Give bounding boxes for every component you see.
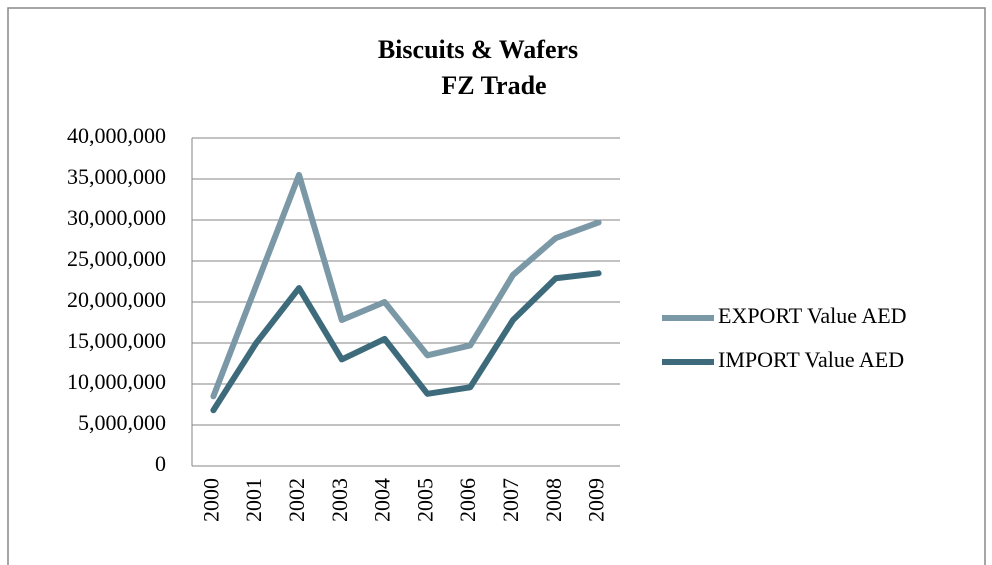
y-tick-label: 25,000,000	[67, 246, 166, 271]
y-tick-label: 0	[155, 451, 166, 476]
series-line	[210, 270, 602, 414]
legend-label: EXPORT Value AED	[718, 303, 907, 328]
legend-label: IMPORT Value AED	[718, 347, 904, 372]
chart-frame	[7, 7, 986, 565]
x-tick-label: 2007	[498, 478, 523, 522]
x-tick-label: 2006	[455, 478, 480, 522]
y-tick-label: 30,000,000	[67, 205, 166, 230]
y-tick-label: 20,000,000	[67, 287, 166, 312]
series-line	[210, 171, 602, 400]
y-tick-label: 40,000,000	[67, 123, 166, 148]
x-tick-label: 2003	[327, 478, 352, 522]
x-tick-label: 2001	[241, 478, 266, 522]
chart-title: FZ Trade	[441, 71, 546, 100]
y-tick-label: 10,000,000	[67, 369, 166, 394]
x-tick-label: 2005	[412, 478, 437, 522]
x-tick-label: 2009	[584, 478, 609, 522]
x-tick-label: 2000	[198, 478, 223, 522]
chart-title: Biscuits & Wafers	[378, 35, 578, 64]
x-tick-label: 2002	[284, 478, 309, 522]
y-tick-label: 5,000,000	[78, 410, 166, 435]
y-tick-label: 35,000,000	[67, 164, 166, 189]
y-tick-label: 15,000,000	[67, 328, 166, 353]
x-tick-label: 2008	[541, 478, 566, 522]
x-tick-label: 2004	[370, 478, 395, 522]
